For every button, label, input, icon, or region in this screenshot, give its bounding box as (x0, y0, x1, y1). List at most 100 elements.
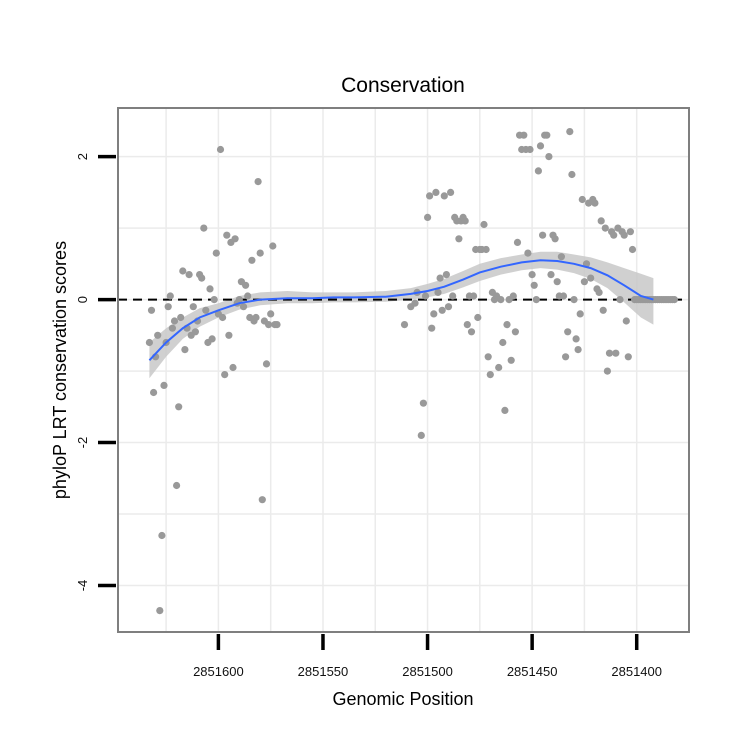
data-point (189, 303, 197, 311)
data-point (526, 145, 534, 154)
data-point (539, 231, 547, 239)
data-point (461, 217, 469, 225)
data-point (547, 271, 555, 279)
data-point (181, 346, 189, 354)
data-point (252, 313, 260, 322)
data-point (273, 321, 281, 329)
data-point (620, 231, 628, 239)
data-point (258, 496, 266, 504)
data-point (210, 296, 218, 304)
data-point (262, 360, 271, 368)
x-tick-label: 2851400 (611, 664, 662, 679)
data-point (168, 324, 176, 332)
data-point (557, 253, 566, 261)
data-point (501, 406, 509, 414)
data-point (626, 228, 635, 236)
panel-border (117, 107, 690, 633)
y-tick-label: 2 (75, 153, 90, 160)
data-point (198, 274, 206, 282)
data-point (513, 238, 522, 246)
data-points (145, 128, 679, 615)
data-point (553, 278, 561, 286)
x-axis-label: Genomic Position (332, 689, 473, 709)
data-point (421, 292, 430, 300)
data-point (256, 249, 264, 257)
data-point (225, 331, 233, 339)
data-point (597, 217, 605, 225)
data-point (267, 310, 275, 318)
data-point (532, 296, 540, 304)
data-point (175, 403, 183, 411)
confidence-band (149, 251, 654, 379)
y-tick-label: 0 (75, 296, 90, 303)
data-point (411, 299, 419, 307)
data-point (455, 235, 463, 243)
data-point (562, 353, 570, 361)
data-point (511, 328, 519, 336)
data-point (417, 431, 425, 439)
data-point (566, 128, 574, 136)
data-point (624, 353, 632, 361)
data-point (578, 195, 586, 204)
data-point (444, 303, 453, 311)
data-point (145, 338, 153, 347)
data-point (436, 274, 444, 282)
data-point (231, 235, 239, 243)
data-point (206, 285, 214, 293)
data-point (428, 324, 436, 332)
data-point (235, 296, 243, 304)
confidence-band-layer (149, 251, 654, 379)
data-point (164, 303, 172, 311)
data-point (170, 317, 179, 325)
data-point (534, 167, 543, 175)
data-point (612, 349, 620, 357)
x-tick-label: 2851500 (402, 664, 453, 679)
smooth-line-layer (148, 259, 654, 361)
data-point (242, 281, 250, 289)
data-point (576, 310, 584, 318)
data-point (248, 256, 256, 264)
data-point (147, 306, 156, 314)
data-point (447, 188, 455, 196)
data-point (520, 131, 528, 139)
data-point (528, 271, 536, 279)
x-tick-label: 2851550 (298, 664, 349, 679)
data-point (434, 288, 442, 296)
data-point (463, 321, 471, 329)
data-point (449, 292, 457, 300)
data-point (432, 188, 440, 196)
data-point (426, 192, 434, 200)
data-point (244, 292, 252, 300)
data-point (219, 313, 227, 322)
axes: 2851600 2851550 2851500 2851450 2851400 2 0 -2 -… (75, 153, 662, 679)
x-tick-label: 2851600 (193, 664, 244, 679)
data-point (568, 170, 576, 179)
x-tick-label: 2851450 (507, 664, 558, 679)
data-point (545, 153, 553, 161)
data-point (265, 321, 273, 329)
data-point (616, 296, 624, 304)
data-point (229, 363, 237, 372)
data-point (191, 328, 199, 336)
data-point (499, 338, 507, 347)
data-point (239, 303, 248, 311)
y-tick-label: -4 (75, 580, 90, 592)
data-point (480, 220, 488, 229)
data-point (202, 306, 210, 314)
data-point (467, 328, 476, 336)
data-point (208, 335, 216, 343)
data-point (177, 313, 185, 322)
data-point (628, 245, 637, 254)
data-point (430, 310, 438, 318)
data-point (603, 367, 612, 375)
data-point (543, 131, 551, 139)
data-point (166, 292, 174, 300)
data-point (530, 281, 538, 289)
grid (118, 108, 689, 632)
data-point (440, 192, 448, 200)
data-point (595, 288, 603, 296)
data-point (509, 292, 517, 300)
data-point (442, 271, 450, 279)
data-point (580, 278, 589, 286)
